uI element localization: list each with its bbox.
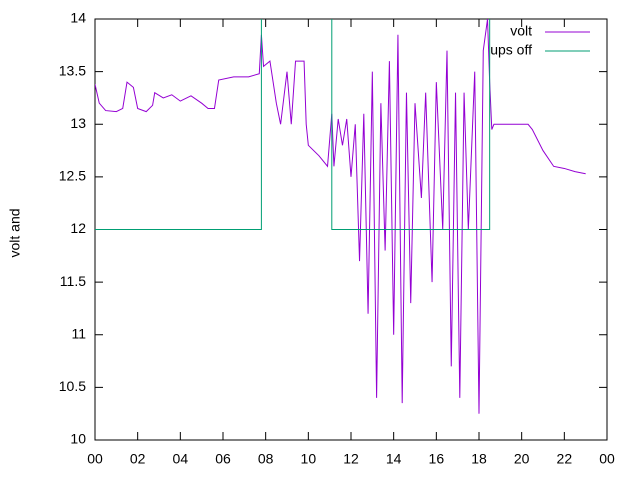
y-axis-label: volt and — [7, 208, 23, 257]
x-tick-label: 02 — [130, 451, 146, 467]
y-tick-label: 14 — [70, 10, 86, 26]
x-tick-label: 16 — [429, 451, 445, 467]
series-line — [95, 19, 491, 230]
legend-label: volt — [510, 23, 532, 39]
x-tick-label: 00 — [87, 451, 103, 467]
y-tick-label: 11.5 — [60, 273, 86, 289]
y-tick-label: 11 — [71, 325, 86, 341]
x-tick-label: 00 — [599, 451, 615, 467]
y-tick-label: 10 — [70, 431, 86, 447]
x-tick-label: 08 — [258, 451, 274, 467]
x-tick-label: 12 — [343, 451, 359, 467]
plot-area — [95, 19, 586, 414]
y-tick-label: 13.5 — [59, 62, 86, 78]
y-tick-label: 12 — [70, 220, 86, 236]
x-tick-label: 04 — [173, 451, 189, 467]
x-tick-label: 10 — [301, 451, 317, 467]
legend-label: ups off — [490, 42, 532, 58]
series-line — [95, 19, 586, 414]
x-tick-label: 20 — [514, 451, 530, 467]
y-tick-label: 10.5 — [59, 378, 86, 394]
y-tick-label: 13 — [70, 115, 86, 131]
x-tick-label: 14 — [386, 451, 402, 467]
x-tick-label: 18 — [471, 451, 487, 467]
x-tick-label: 06 — [215, 451, 231, 467]
x-tick-label: 22 — [557, 451, 573, 467]
y-tick-label: 12.5 — [59, 168, 86, 184]
